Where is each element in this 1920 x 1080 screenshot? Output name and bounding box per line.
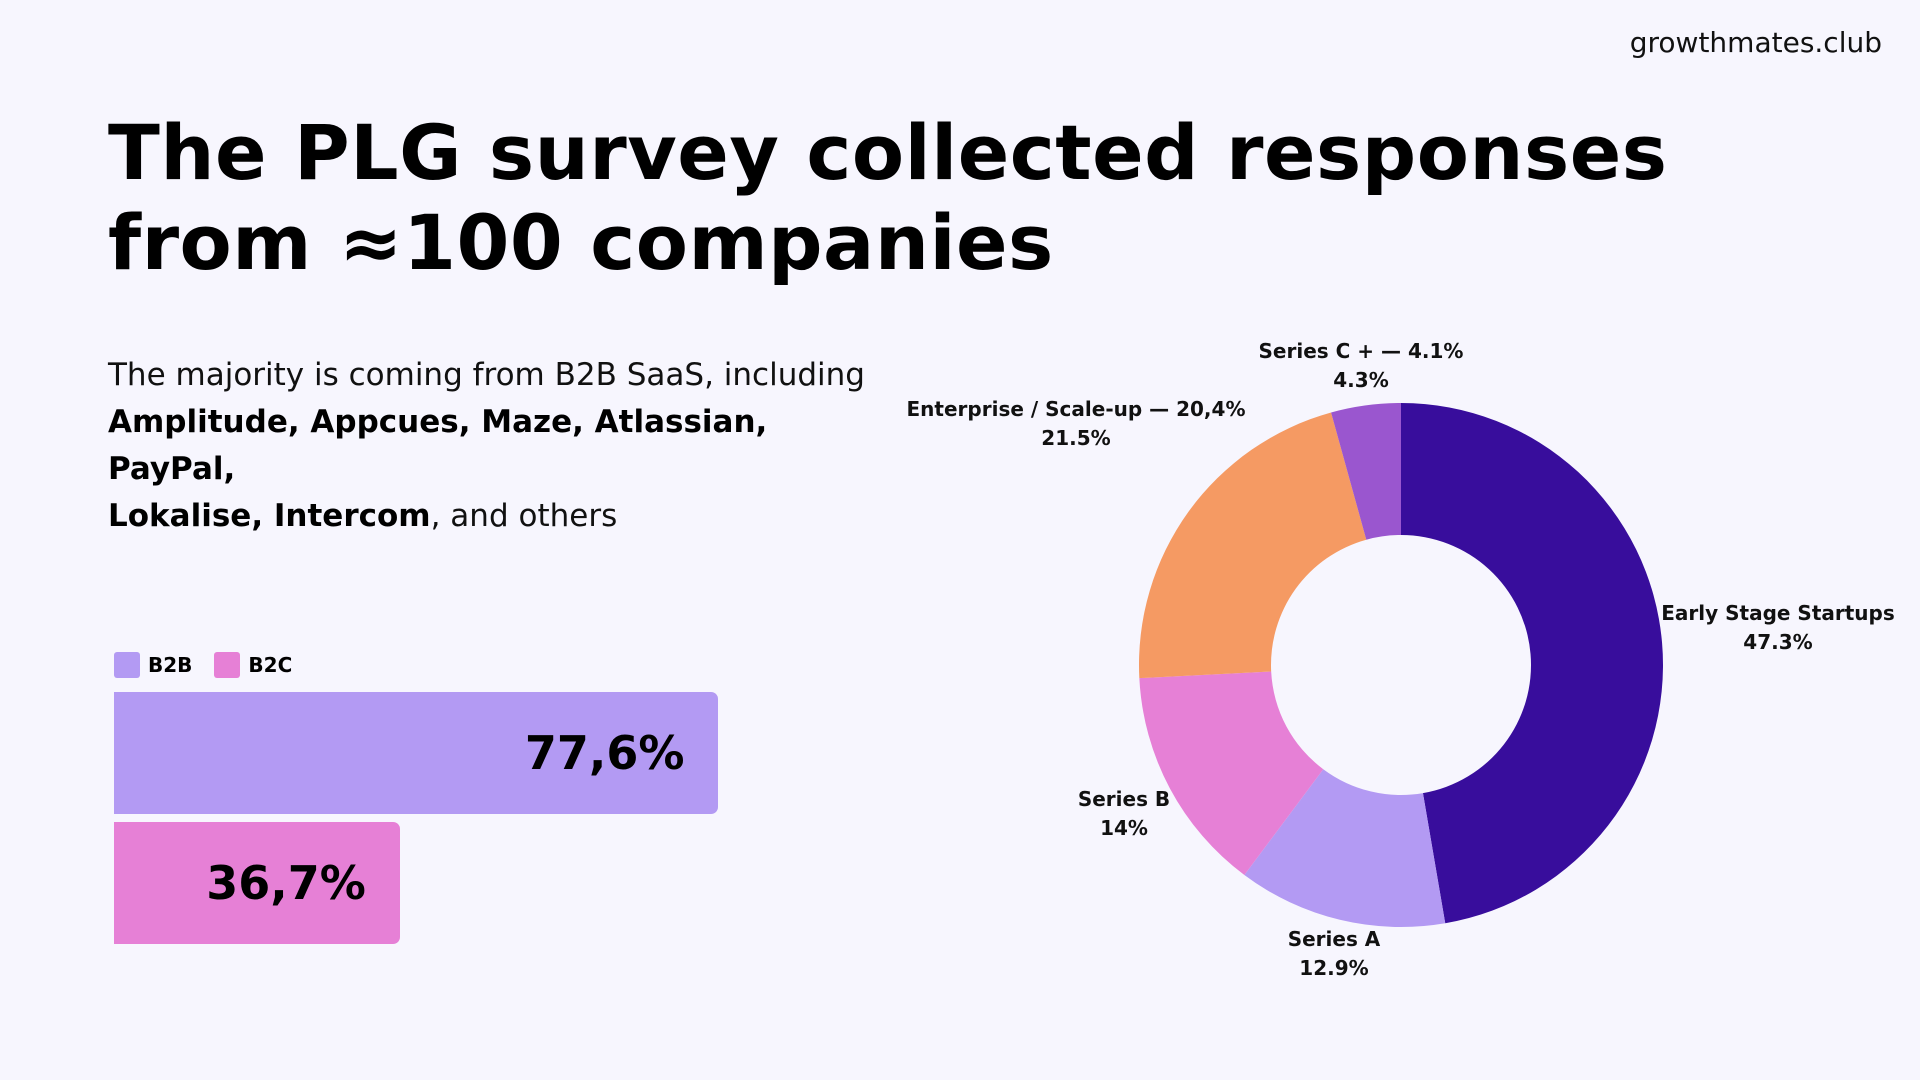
bar-value-b2b: 77,6% (524, 726, 685, 780)
title-line-1: The PLG survey collected responses (108, 108, 1668, 197)
title-line-2: from ≈100 companies (108, 198, 1054, 287)
donut-label-name-1: Series A (1288, 927, 1381, 951)
donut-label-value-3: 21.5% (1041, 426, 1110, 450)
page-title: The PLG survey collected responses from … (108, 108, 1758, 288)
bar-b2c: 36,7% (114, 822, 400, 944)
donut-slice-early-0 (1401, 403, 1663, 924)
intro-companies-2: Lokalise, Intercom (108, 498, 431, 534)
intro-paragraph: The majority is coming from B2B SaaS, in… (108, 352, 888, 540)
legend-label-b2b: B2B (148, 653, 193, 677)
intro-companies-1: Amplitude, Appcues, Maze, Atlassian, Pay… (108, 404, 768, 487)
donut-label-value-1: 12.9% (1299, 956, 1368, 980)
donut-slice-series-4 (1331, 403, 1401, 540)
donut-label-name-4: Series C + — 4.1% (1259, 339, 1464, 363)
donut-label-name-3: Enterprise / Scale-up — 20,4% (907, 397, 1246, 421)
donut-label-name-2: Series B (1078, 787, 1170, 811)
intro-lead: The majority is coming from B2B SaaS, in… (108, 357, 865, 393)
donut-slice-enterprise-3 (1139, 412, 1367, 679)
donut-label-value-2: 14% (1100, 816, 1148, 840)
legend-label-b2c: B2C (248, 653, 293, 677)
donut-label-value-4: 4.3% (1333, 368, 1388, 392)
legend-item-b2c: B2C (214, 652, 292, 678)
brand-link[interactable]: growthmates.club (1629, 26, 1882, 59)
bar-legend: B2B B2C (114, 652, 314, 678)
legend-swatch-b2c (214, 652, 241, 678)
bar-value-b2c: 36,7% (206, 856, 366, 910)
donut-slice-series-2 (1139, 671, 1324, 876)
donut-label-name-0: Early Stage Startups (1661, 601, 1895, 625)
legend-swatch-b2b (114, 652, 140, 678)
intro-tail: , and others (430, 498, 618, 534)
donut-label-value-0: 47.3% (1743, 630, 1812, 654)
donut-slice-series-1 (1244, 769, 1446, 927)
bar-chart: 77,6% 36,7% (114, 692, 854, 952)
legend-item-b2b: B2B (114, 652, 192, 678)
bar-b2b: 77,6% (114, 692, 719, 814)
